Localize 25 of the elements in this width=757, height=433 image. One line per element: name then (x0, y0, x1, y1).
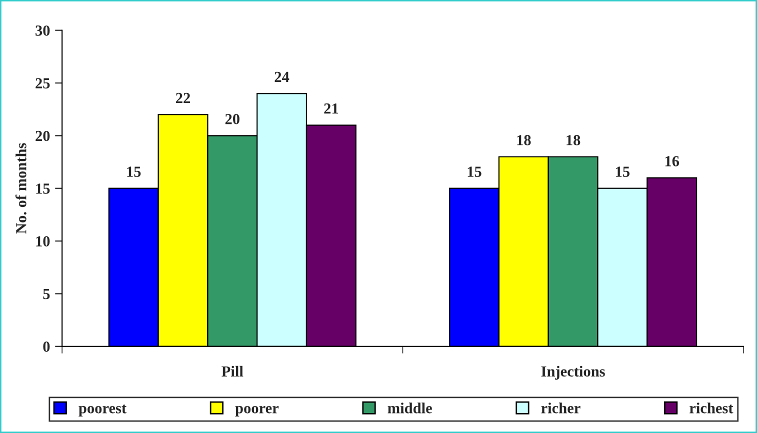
data-label: 16 (665, 156, 680, 166)
y-tick-label: 30 (36, 25, 50, 36)
data-label: 22 (176, 92, 190, 104)
y-tick-label: 0 (43, 342, 50, 352)
legend-label: poorest (78, 404, 126, 416)
y-axis-title: No. of months (15, 143, 26, 234)
y-tick-label: 15 (36, 184, 50, 194)
x-tick-label: Injections (541, 366, 605, 380)
legend-label: richest (690, 402, 734, 414)
x-tick-label: Pill (222, 366, 244, 376)
data-label: 24 (274, 72, 290, 82)
y-tick-label: 10 (36, 236, 50, 246)
data-label: 15 (468, 166, 482, 177)
legend-label: richer (541, 402, 580, 414)
data-label: 18 (517, 135, 531, 146)
legend-label: poorer (235, 406, 279, 416)
data-label: 18 (566, 135, 580, 146)
data-label: 21 (324, 103, 338, 114)
y-tick-label: 5 (43, 289, 50, 300)
data-label: 20 (225, 114, 240, 124)
y-tick-label: 20 (36, 130, 50, 142)
legend-label: middle (388, 402, 432, 414)
data-label: 15 (127, 166, 141, 177)
data-label: 15 (616, 166, 630, 177)
y-tick-label: 25 (36, 78, 50, 88)
